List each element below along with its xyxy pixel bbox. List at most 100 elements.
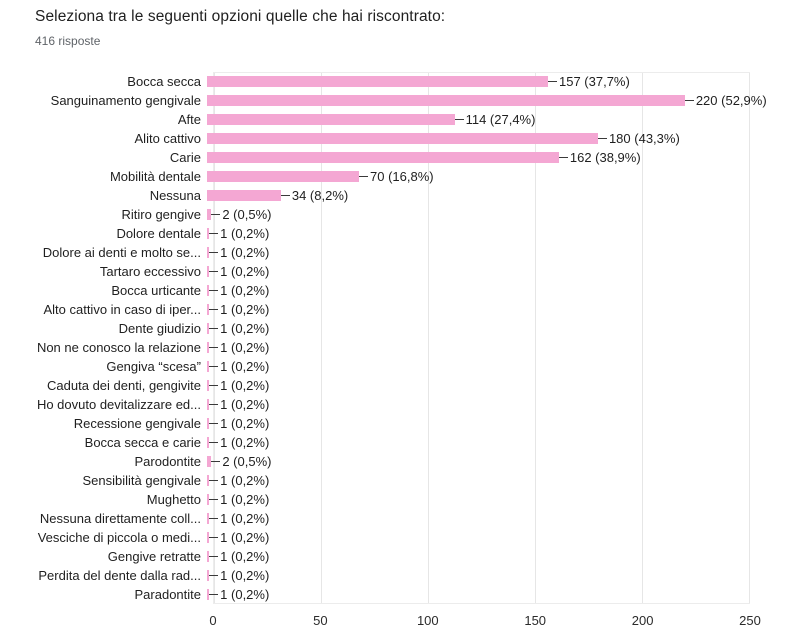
annotation-leader-line — [209, 271, 219, 272]
category-label: Recessione gengivale — [73, 416, 201, 431]
bar-row: Dolore dentale 1 (0,2%) — [35, 224, 750, 243]
annotation-leader-line — [209, 328, 219, 329]
category-label: Afte — [177, 112, 201, 127]
grid-layer — [213, 72, 750, 604]
bar-row: Parodontite 2 (0,5%) — [35, 452, 750, 471]
bar-chart: Bocca secca 157 (37,7%) Sanguinamento geng… — [35, 72, 767, 634]
category-label: Alto cattivo in caso di iper... — [43, 302, 201, 317]
value-label: 1 (0,2%) — [220, 359, 270, 374]
category-label: Paradontite — [134, 587, 202, 602]
bar-zone: 1 (0,2%) — [207, 471, 750, 490]
category-label: Bocca secca e carie — [84, 435, 201, 450]
annotation-leader-line — [597, 138, 607, 139]
annotation-leader-line — [209, 499, 219, 500]
category-label: Bocca secca — [127, 74, 201, 89]
bar-row: Sanguinamento gengivale 220 (52,9%) — [35, 91, 767, 110]
bar — [207, 380, 210, 391]
bar-zone: 1 (0,2%) — [207, 585, 750, 604]
value-label: 1 (0,2%) — [220, 378, 270, 393]
x-tick-label: 0 — [209, 613, 217, 628]
value-label: 1 (0,2%) — [220, 435, 270, 450]
bar-zone: 1 (0,2%) — [207, 281, 750, 300]
value-label: 1 (0,2%) — [220, 283, 270, 298]
bar — [207, 513, 210, 524]
value-label: 1 (0,2%) — [220, 416, 270, 431]
bar — [207, 361, 210, 372]
category-label: Ho dovuto devitalizzare ed... — [36, 397, 201, 412]
bar-zone: 70 (16,8%) — [207, 167, 750, 186]
value-label: 1 (0,2%) — [220, 549, 270, 564]
bar — [207, 456, 212, 467]
annotation-leader-line — [209, 575, 219, 576]
bar-zone: 1 (0,2%) — [207, 509, 750, 528]
x-tick-label: 250 — [739, 613, 761, 628]
bar — [207, 437, 210, 448]
bar — [207, 570, 210, 581]
value-label: 2 (0,5%) — [222, 207, 272, 222]
bar — [207, 285, 210, 296]
category-label: Gengive retratte — [107, 549, 201, 564]
bar-zone: 1 (0,2%) — [207, 433, 750, 452]
annotation-leader-line — [558, 157, 568, 158]
bar-zone: 180 (43,3%) — [207, 129, 750, 148]
bar-row: Afte 114 (27,4%) — [35, 110, 750, 129]
category-label: Nessuna — [149, 188, 201, 203]
category-label: Parodontite — [134, 454, 202, 469]
category-label: Sensibilità gengivale — [82, 473, 201, 488]
annotation-leader-line — [209, 442, 219, 443]
annotation-leader-line — [454, 119, 464, 120]
bar-row: Non ne conosco la relazione 1 (0,2%) — [35, 338, 750, 357]
value-label: 1 (0,2%) — [220, 340, 270, 355]
bar-zone: 34 (8,2%) — [207, 186, 750, 205]
category-label: Bocca urticante — [111, 283, 201, 298]
bar-zone: 1 (0,2%) — [207, 566, 750, 585]
bar — [207, 418, 210, 429]
x-tick-label: 100 — [416, 613, 439, 628]
annotation-leader-line — [359, 176, 369, 177]
bar-zone: 1 (0,2%) — [207, 414, 750, 433]
bar-zone: 1 (0,2%) — [207, 338, 750, 357]
bar — [207, 95, 685, 106]
bar-row: Mobilità dentale 70 (16,8%) — [35, 167, 750, 186]
x-tick-label: 200 — [631, 613, 654, 628]
bar-row: Ho dovuto devitalizzare ed... 1 (0,2%) — [35, 395, 750, 414]
gridline — [642, 73, 643, 603]
bar-row: Mughetto 1 (0,2%) — [35, 490, 750, 509]
annotation-leader-line — [209, 385, 219, 386]
annotation-leader-line — [548, 81, 557, 82]
category-label: Sanguinamento gengivale — [50, 93, 201, 108]
bar-row: Tartaro eccessivo 1 (0,2%) — [35, 262, 750, 281]
bar — [207, 475, 210, 486]
category-label: Dente giudizio — [118, 321, 201, 336]
bar-zone: 1 (0,2%) — [207, 528, 750, 547]
value-label: 220 (52,9%) — [695, 93, 767, 108]
bar — [207, 190, 281, 201]
value-label: 1 (0,2%) — [220, 492, 270, 507]
category-label: Non ne conosco la relazione — [36, 340, 201, 355]
bar-zone: 1 (0,2%) — [207, 357, 750, 376]
value-label: 157 (37,7%) — [559, 74, 630, 89]
bar — [207, 171, 360, 182]
bar-rows: Bocca secca 157 (37,7%) Sanguinamento geng… — [35, 72, 767, 604]
bar-row: Alito cattivo 180 (43,3%) — [35, 129, 750, 148]
bar-row: Recessione gengivale 1 (0,2%) — [35, 414, 750, 433]
annotation-leader-line — [209, 480, 219, 481]
bar-row: Carie 162 (38,9%) — [35, 148, 750, 167]
value-label: 1 (0,2%) — [220, 321, 270, 336]
bar — [207, 76, 548, 87]
bar-row: Bocca secca 157 (37,7%) — [35, 72, 750, 91]
value-label: 114 (27,4%) — [465, 112, 536, 127]
category-label: Dolore dentale — [116, 226, 201, 241]
bar-zone: 1 (0,2%) — [207, 319, 750, 338]
value-label: 1 (0,2%) — [220, 302, 270, 317]
bar-row: Alto cattivo in caso di iper... 1 (0,2%) — [35, 300, 750, 319]
annotation-leader-line — [209, 233, 219, 234]
value-label: 1 (0,2%) — [220, 568, 270, 583]
bar — [207, 532, 210, 543]
bar-zone: 162 (38,9%) — [207, 148, 750, 167]
gridline — [535, 73, 536, 603]
bar-zone: 157 (37,7%) — [207, 72, 750, 91]
annotation-leader-line — [209, 537, 219, 538]
category-label: Caduta dei denti, gengivite — [47, 378, 201, 393]
